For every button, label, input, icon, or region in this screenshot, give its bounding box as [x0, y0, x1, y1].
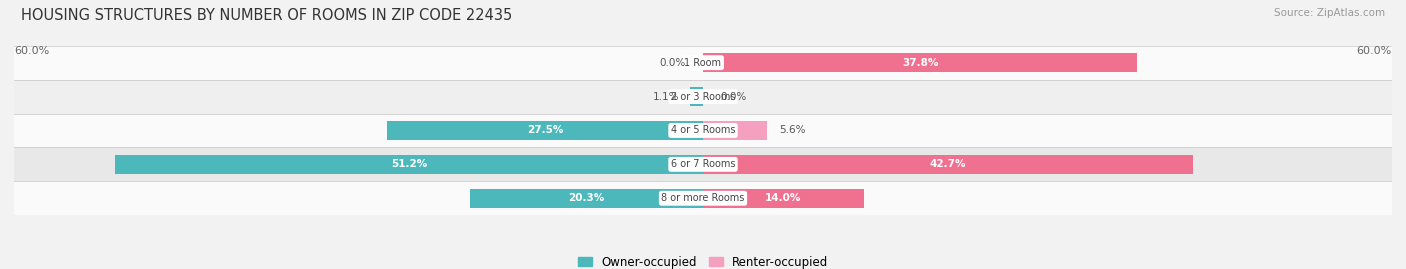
Bar	[0, 80, 1406, 114]
Text: Source: ZipAtlas.com: Source: ZipAtlas.com	[1274, 8, 1385, 18]
Bar	[0, 114, 1406, 147]
Text: 42.7%: 42.7%	[929, 159, 966, 169]
Bar	[0, 147, 1406, 181]
Text: 51.2%: 51.2%	[391, 159, 427, 169]
Legend: Owner-occupied, Renter-occupied: Owner-occupied, Renter-occupied	[572, 251, 834, 269]
Bar	[703, 155, 1194, 174]
Text: 1.1%: 1.1%	[652, 91, 679, 102]
Text: 2 or 3 Rooms: 2 or 3 Rooms	[671, 91, 735, 102]
Bar	[703, 53, 1137, 72]
Text: 60.0%: 60.0%	[14, 46, 49, 56]
Bar	[115, 155, 703, 174]
Bar	[703, 189, 863, 208]
Bar	[0, 46, 1406, 80]
Bar	[0, 181, 1406, 215]
Text: 27.5%: 27.5%	[527, 125, 564, 136]
Bar	[690, 87, 703, 106]
Text: 1 Room: 1 Room	[685, 58, 721, 68]
Bar	[387, 121, 703, 140]
Text: HOUSING STRUCTURES BY NUMBER OF ROOMS IN ZIP CODE 22435: HOUSING STRUCTURES BY NUMBER OF ROOMS IN…	[21, 8, 512, 23]
Text: 60.0%: 60.0%	[1357, 46, 1392, 56]
Bar	[703, 121, 768, 140]
Text: 8 or more Rooms: 8 or more Rooms	[661, 193, 745, 203]
Text: 14.0%: 14.0%	[765, 193, 801, 203]
Bar	[470, 189, 703, 208]
Text: 0.0%: 0.0%	[720, 91, 747, 102]
Text: 0.0%: 0.0%	[659, 58, 686, 68]
Text: 4 or 5 Rooms: 4 or 5 Rooms	[671, 125, 735, 136]
Text: 20.3%: 20.3%	[568, 193, 605, 203]
Text: 6 or 7 Rooms: 6 or 7 Rooms	[671, 159, 735, 169]
Text: 37.8%: 37.8%	[901, 58, 938, 68]
Text: 5.6%: 5.6%	[779, 125, 806, 136]
